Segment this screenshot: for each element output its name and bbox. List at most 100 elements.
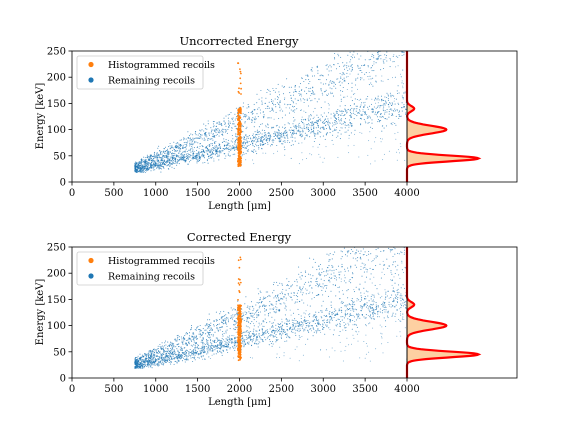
remaining-recoil-point bbox=[358, 58, 360, 60]
remaining-recoil-point bbox=[137, 355, 139, 357]
remaining-recoil-point bbox=[194, 132, 196, 134]
remaining-recoil-point bbox=[207, 150, 209, 152]
histogrammed-recoil-point bbox=[239, 165, 242, 167]
remaining-recoil-point bbox=[139, 353, 141, 355]
remaining-recoil-point bbox=[220, 150, 222, 152]
remaining-recoil-point bbox=[392, 287, 394, 289]
remaining-recoil-point bbox=[402, 97, 404, 99]
remaining-recoil-point bbox=[258, 98, 260, 100]
remaining-recoil-point bbox=[261, 138, 263, 140]
remaining-recoil-point bbox=[306, 99, 308, 101]
remaining-recoil-point bbox=[328, 70, 330, 72]
remaining-recoil-point bbox=[290, 104, 292, 106]
remaining-recoil-point bbox=[233, 343, 235, 345]
remaining-recoil-point bbox=[176, 355, 178, 357]
remaining-recoil-point bbox=[391, 109, 393, 111]
remaining-recoil-point bbox=[309, 274, 311, 276]
remaining-recoil-point bbox=[340, 133, 342, 135]
remaining-recoil-point bbox=[193, 357, 195, 360]
remaining-recoil-point bbox=[277, 323, 279, 325]
remaining-recoil-point bbox=[344, 131, 346, 133]
remaining-recoil-point bbox=[253, 151, 255, 153]
remaining-recoil-point bbox=[157, 347, 159, 350]
remaining-recoil-point bbox=[382, 159, 384, 161]
remaining-recoil-point bbox=[261, 100, 263, 102]
remaining-recoil-point bbox=[351, 87, 353, 89]
remaining-recoil-point bbox=[360, 306, 362, 308]
remaining-recoil-point bbox=[171, 350, 173, 352]
remaining-recoil-point bbox=[163, 349, 166, 351]
remaining-recoil-point bbox=[255, 150, 257, 152]
remaining-recoil-point bbox=[199, 159, 201, 160]
remaining-recoil-point bbox=[303, 123, 305, 125]
remaining-recoil-point bbox=[347, 318, 349, 320]
remaining-recoil-point bbox=[279, 334, 281, 336]
remaining-recoil-point bbox=[225, 129, 227, 131]
remaining-recoil-point bbox=[136, 167, 139, 169]
remaining-recoil-point bbox=[311, 129, 313, 131]
remaining-recoil-point bbox=[207, 352, 209, 354]
remaining-recoil-point bbox=[343, 96, 345, 98]
remaining-recoil-point bbox=[262, 116, 264, 118]
remaining-recoil-point bbox=[220, 351, 222, 353]
remaining-recoil-point bbox=[169, 145, 171, 147]
remaining-recoil-point bbox=[280, 334, 283, 336]
remaining-recoil-point bbox=[196, 338, 199, 340]
remaining-recoil-point bbox=[223, 140, 225, 143]
remaining-recoil-point bbox=[268, 117, 270, 119]
remaining-recoil-point bbox=[171, 156, 173, 158]
remaining-recoil-point bbox=[337, 53, 339, 55]
remaining-recoil-point bbox=[375, 137, 377, 139]
remaining-recoil-point bbox=[314, 137, 316, 140]
remaining-recoil-point bbox=[361, 65, 363, 67]
remaining-recoil-point bbox=[246, 336, 248, 338]
remaining-recoil-point bbox=[316, 114, 318, 116]
remaining-recoil-point bbox=[318, 311, 320, 313]
remaining-recoil-point bbox=[258, 322, 260, 324]
remaining-recoil-point bbox=[392, 77, 393, 79]
remaining-recoil-point bbox=[248, 117, 250, 119]
remaining-recoil-point bbox=[280, 337, 283, 340]
remaining-recoil-point bbox=[313, 140, 315, 143]
remaining-recoil-point bbox=[333, 81, 335, 83]
remaining-recoil-point bbox=[398, 110, 400, 112]
remaining-recoil-point bbox=[314, 93, 316, 95]
remaining-recoil-point bbox=[384, 118, 386, 120]
remaining-recoil-point bbox=[357, 317, 359, 319]
remaining-recoil-point bbox=[354, 113, 356, 116]
remaining-recoil-point bbox=[167, 164, 170, 166]
remaining-recoil-point bbox=[276, 281, 278, 283]
remaining-recoil-point bbox=[252, 159, 254, 161]
remaining-recoil-point bbox=[160, 151, 162, 153]
remaining-recoil-point bbox=[288, 112, 291, 114]
remaining-recoil-point bbox=[377, 53, 379, 55]
remaining-recoil-point bbox=[292, 144, 294, 146]
remaining-recoil-point bbox=[311, 320, 313, 322]
remaining-recoil-point bbox=[308, 314, 310, 316]
remaining-recoil-point bbox=[166, 165, 168, 167]
remaining-recoil-point bbox=[346, 67, 348, 69]
remaining-recoil-point bbox=[141, 168, 143, 170]
remaining-recoil-point bbox=[299, 94, 301, 96]
remaining-recoil-point bbox=[225, 314, 227, 316]
remaining-recoil-point bbox=[363, 64, 365, 66]
remaining-recoil-point bbox=[176, 362, 178, 364]
remaining-recoil-point bbox=[199, 129, 201, 131]
remaining-recoil-point bbox=[252, 136, 255, 138]
remaining-recoil-point bbox=[350, 249, 352, 251]
remaining-recoil-point bbox=[320, 82, 322, 84]
remaining-recoil-point bbox=[154, 157, 156, 159]
remaining-recoil-point bbox=[254, 334, 256, 336]
histogrammed-recoil-point bbox=[239, 127, 242, 130]
remaining-recoil-point bbox=[256, 134, 258, 136]
remaining-recoil-point bbox=[396, 109, 398, 111]
remaining-recoil-point bbox=[150, 157, 153, 160]
remaining-recoil-point bbox=[323, 322, 325, 324]
remaining-recoil-point bbox=[286, 78, 288, 80]
remaining-recoil-point bbox=[307, 322, 309, 324]
remaining-recoil-point bbox=[328, 259, 330, 261]
remaining-recoil-point bbox=[150, 359, 152, 361]
remaining-recoil-point bbox=[273, 297, 275, 299]
remaining-recoil-point bbox=[216, 327, 218, 329]
remaining-recoil-point bbox=[190, 148, 192, 150]
